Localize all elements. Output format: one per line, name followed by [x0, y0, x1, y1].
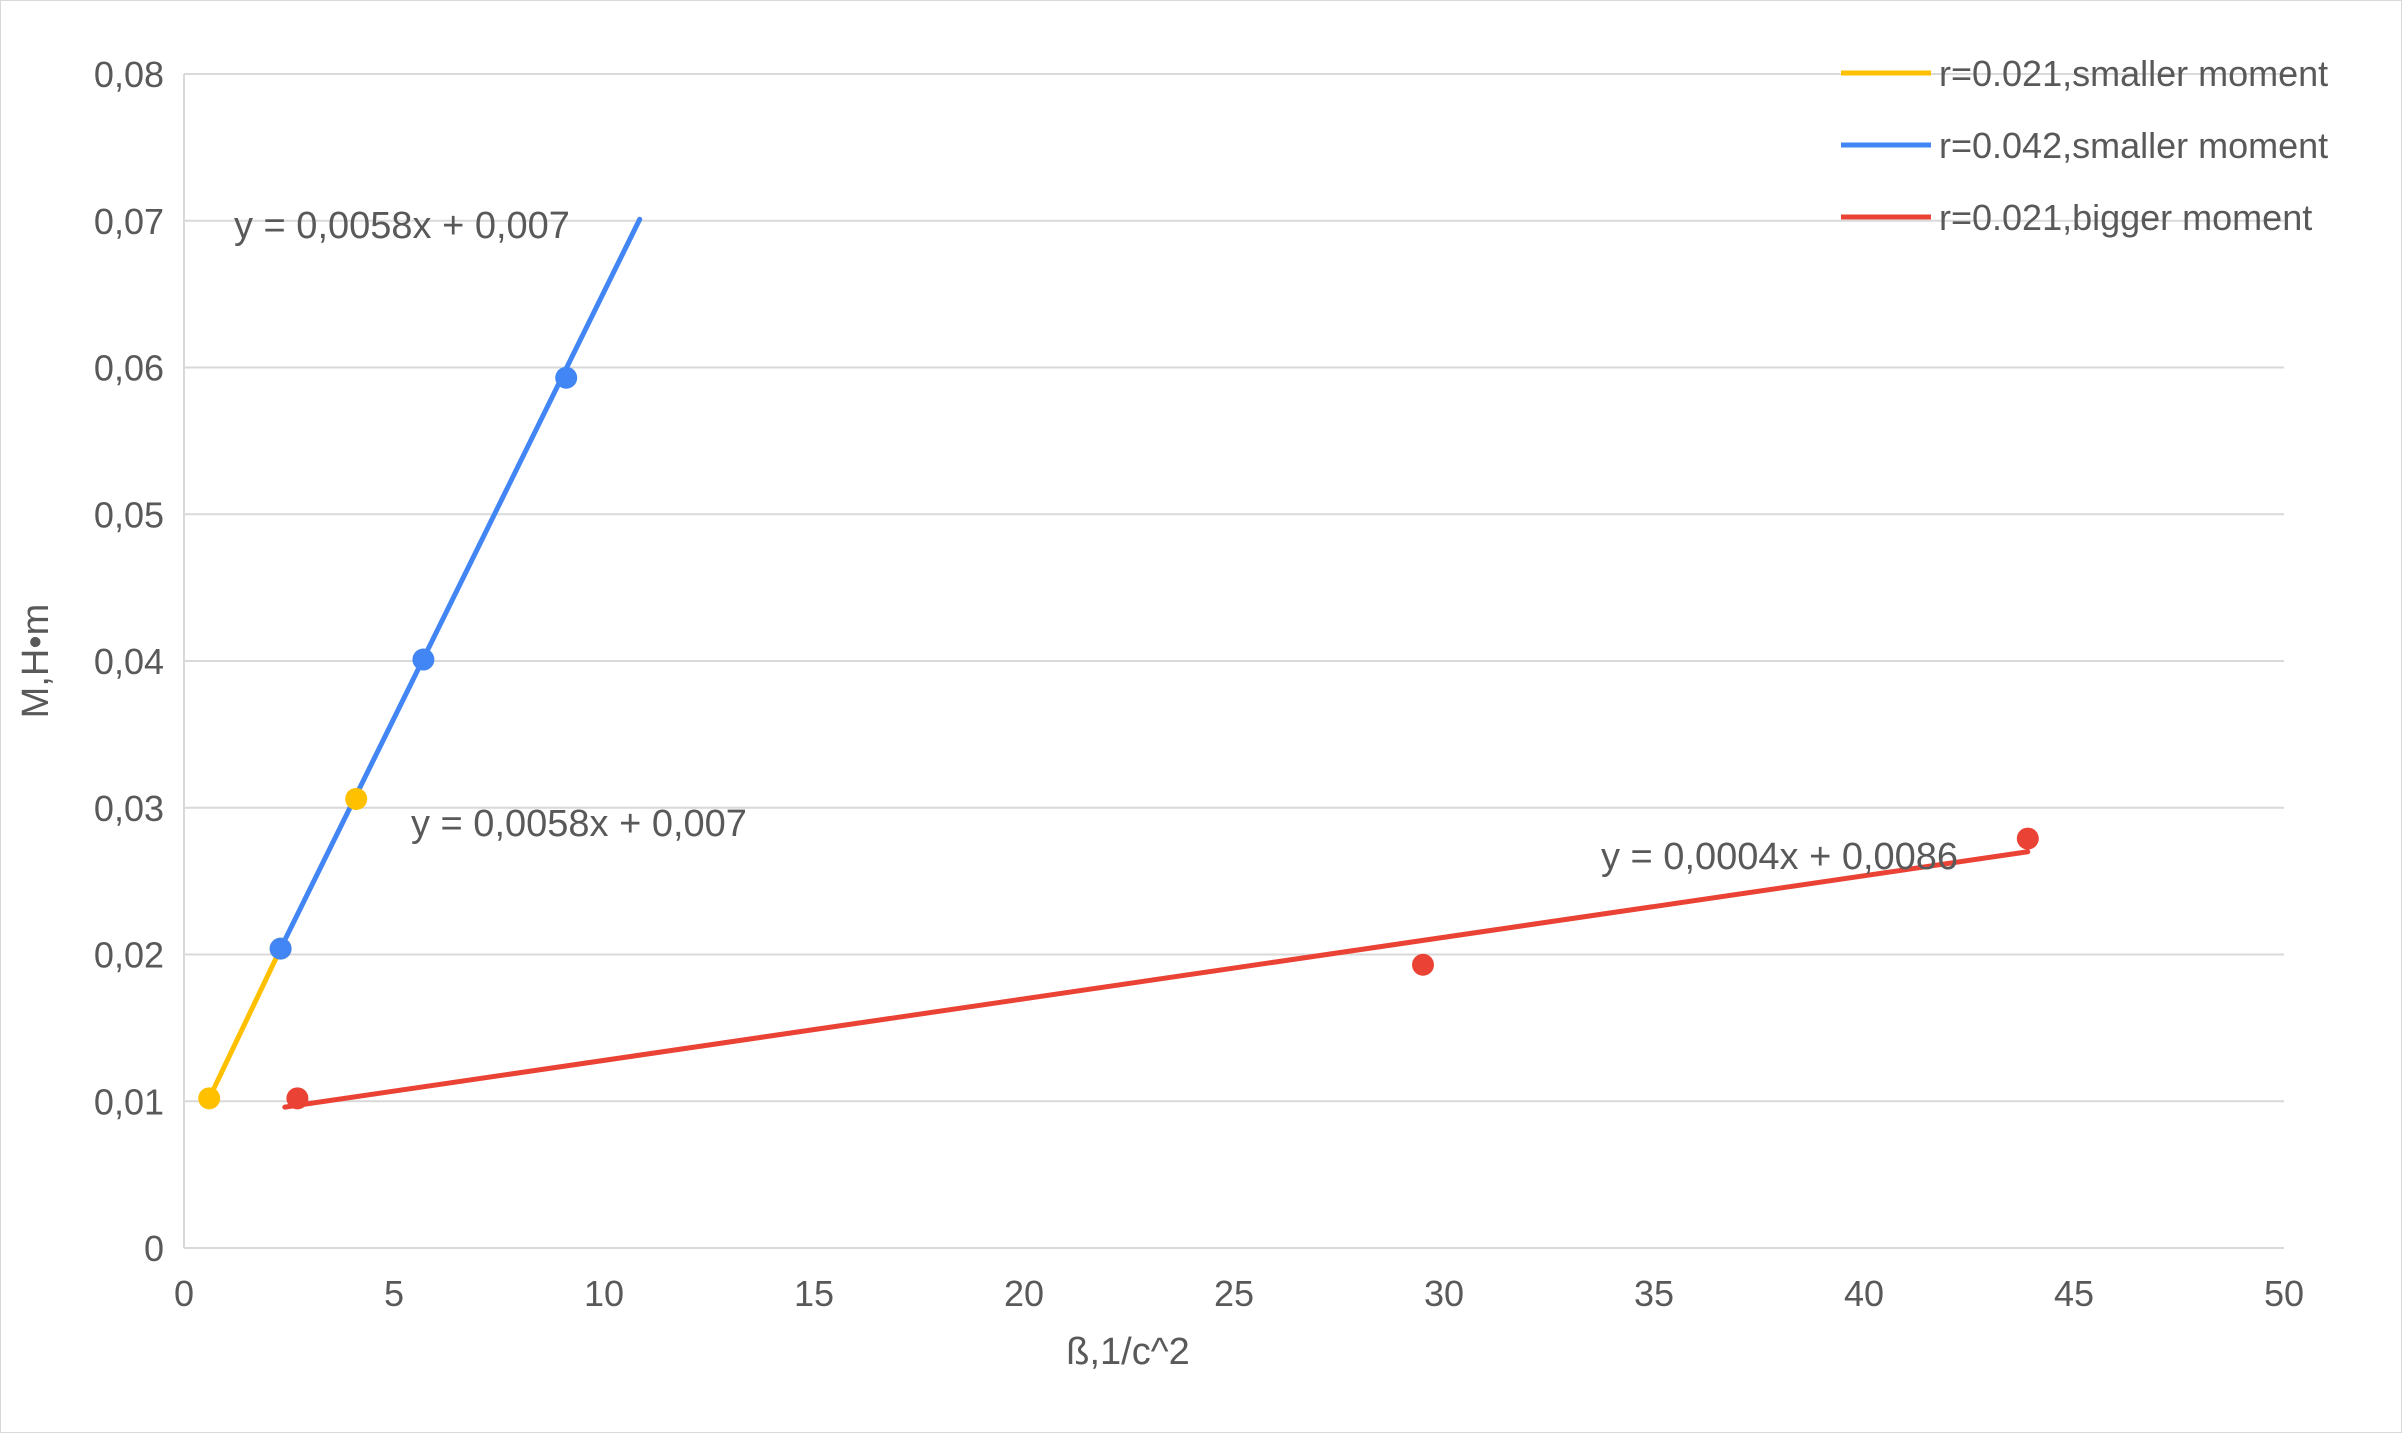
point-layer: [198, 366, 2039, 1110]
y-tick-label: 0,06: [94, 348, 164, 389]
trendline-equation-1: y = 0,0058x + 0,007: [411, 803, 747, 845]
legend-legend: r=0.021,smaller moment r=0.042,smaller mo…: [1841, 53, 2328, 238]
data-point-series-3: [1412, 953, 1434, 976]
trendline-series-2: [278, 216, 643, 952]
y-tick-label: 0,04: [94, 641, 164, 682]
trendline-equation-3: y = 0,0004x + 0,0086: [1601, 836, 1958, 878]
data-point-series-2: [269, 937, 292, 960]
x-tick-label: 30: [1424, 1273, 1464, 1314]
x-tick-label: 45: [2054, 1273, 2094, 1314]
legend-entry: r=0.021,bigger moment: [1939, 197, 2312, 238]
x-tick-label: 50: [2264, 1273, 2304, 1314]
x-axis-title: ß,1/c^2: [1066, 1331, 1189, 1373]
trendline-equation-2: y = 0,0058x + 0,007: [234, 205, 570, 247]
trendline-series-1: [206, 946, 284, 1101]
legend-entry: r=0.042,smaller moment: [1939, 125, 2328, 166]
y-tick-label: 0,07: [94, 201, 164, 242]
x-tick-label: 20: [1004, 1273, 1044, 1314]
axis-layer: 0 0,01 0,02 0,03 0,04 0,05 0,06 0,07 0,08 0 5 10 15 2…: [94, 54, 2304, 1314]
annotation-layer: y = 0,0058x + 0,007 y = 0,0058x + 0,007 y …: [234, 205, 1958, 878]
trendline-series-3: [282, 849, 2031, 1110]
legend-entry: r=0.021,smaller moment: [1939, 53, 2328, 94]
y-tick-label: 0,03: [94, 788, 164, 829]
data-point-series-3: [286, 1087, 309, 1110]
data-point-series-2: [555, 366, 578, 389]
x-tick-label: 25: [1214, 1273, 1254, 1314]
trend-layer: [206, 216, 2031, 1110]
y-tick-label: 0,05: [94, 494, 164, 535]
x-tick-label: 5: [384, 1273, 404, 1314]
y-tick-label: 0: [144, 1228, 164, 1269]
data-point-series-2: [412, 648, 435, 671]
x-tick-label: 15: [794, 1273, 834, 1314]
x-tick-label: 10: [584, 1273, 624, 1314]
y-tick-label: 0,08: [94, 54, 164, 95]
grid-layer: [184, 73, 2284, 1249]
y-tick-label: 0,02: [94, 935, 164, 976]
data-point-series-1: [345, 787, 368, 810]
data-point-series-1: [198, 1087, 221, 1110]
data-point-series-3: [2016, 827, 2039, 850]
x-tick-label: 0: [174, 1273, 194, 1314]
y-axis-title: M,H•m: [15, 604, 57, 719]
y-tick-label: 0,01: [94, 1081, 164, 1122]
x-tick-label: 35: [1634, 1273, 1674, 1314]
x-tick-label: 40: [1844, 1273, 1884, 1314]
